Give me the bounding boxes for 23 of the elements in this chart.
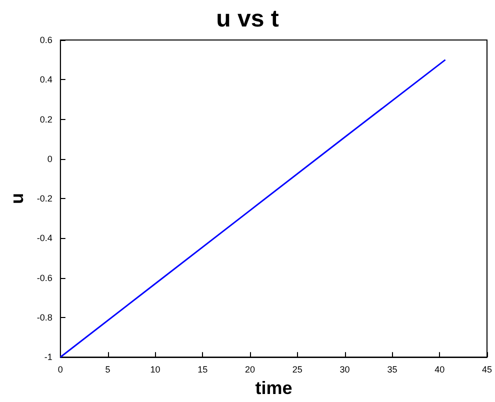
- x-tick-label: 30: [340, 364, 350, 375]
- x-axis-title: time: [255, 378, 292, 398]
- y-tick-label: 0.4: [40, 74, 52, 85]
- x-tick-label: 10: [150, 364, 160, 375]
- y-tick-label: 0: [47, 154, 52, 164]
- x-tick-label: 20: [244, 364, 256, 375]
- y-tick-label: -1: [44, 352, 52, 362]
- line-series: [60, 59, 446, 358]
- y-tick-label: -0.2: [36, 194, 52, 204]
- chart-title: u vs t: [216, 6, 279, 32]
- y-tick-label: -0.8: [36, 312, 52, 322]
- x-tick-label: 15: [198, 364, 208, 375]
- x-tick-label: 25: [292, 364, 302, 375]
- x-tick-label: 35: [387, 364, 398, 375]
- x-tick-label: 45: [482, 364, 492, 375]
- x-tick-label: 5: [105, 364, 110, 375]
- y-tick-label: -0.6: [36, 272, 52, 283]
- y-tick-label: 0.2: [40, 114, 52, 124]
- y-axis-title: u: [7, 193, 27, 204]
- y-tick-label: -0.4: [36, 233, 52, 244]
- y-tick-label: 0.6: [40, 35, 52, 45]
- x-tick-label: 0: [58, 364, 63, 375]
- x-tick-label: 40: [434, 364, 445, 375]
